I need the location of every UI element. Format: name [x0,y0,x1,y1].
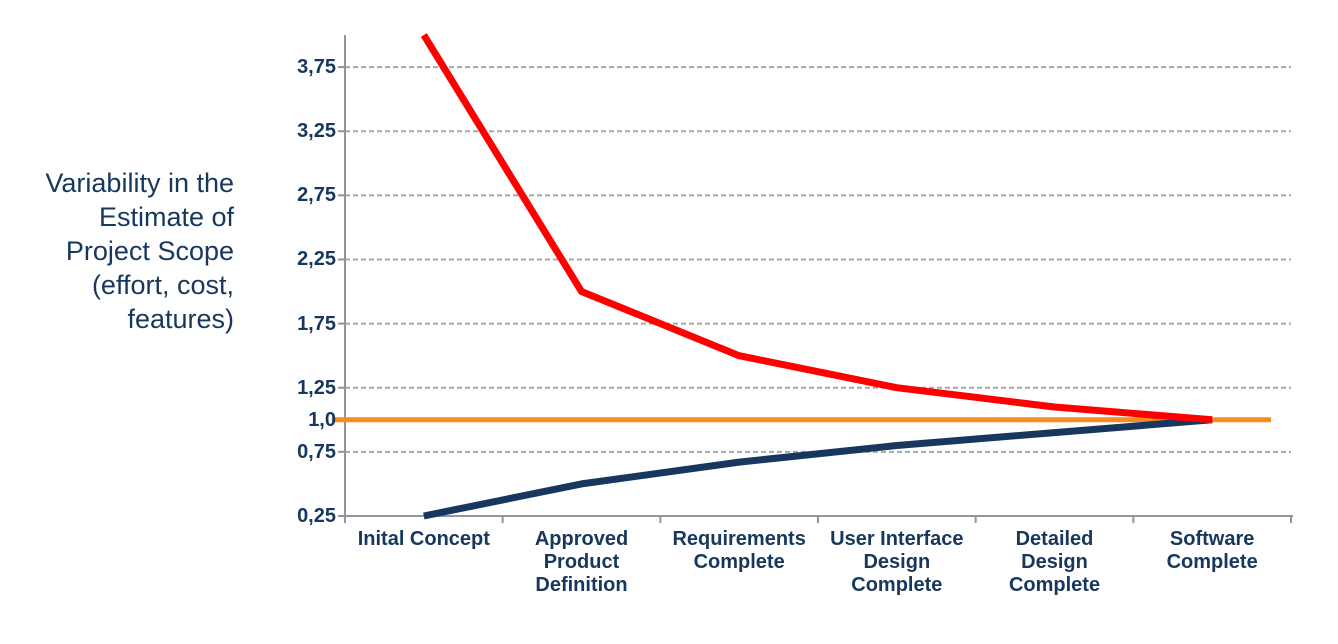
y-tick-label: 0,75 [297,440,336,463]
y-tick-label: 1,0 [308,408,336,431]
x-category-label: Approved Product Definition [534,528,629,596]
upper-estimate-line [420,33,1213,424]
lower-estimate-line [423,416,1213,520]
x-category-label: Inital Concept [357,528,490,550]
y-tick-label: 3,25 [297,120,336,143]
y-tick-label: 1,25 [297,376,336,399]
x-category-label: User Interface Design Complete [830,528,964,596]
x-category-label: Software Complete [1166,528,1258,573]
x-category-label: Requirements Complete [672,528,806,573]
y-tick-label: 1,75 [297,312,336,335]
y-tick-label: 0,25 [297,505,336,527]
y-tick-label: 2,25 [297,248,336,271]
x-category-label: Detailed Design Complete [1008,528,1101,596]
y-tick-label: 3,75 [297,56,336,79]
y-axis-title: Variability in the Estimate of Project S… [45,168,234,334]
y-tick-label: 2,75 [297,184,336,207]
